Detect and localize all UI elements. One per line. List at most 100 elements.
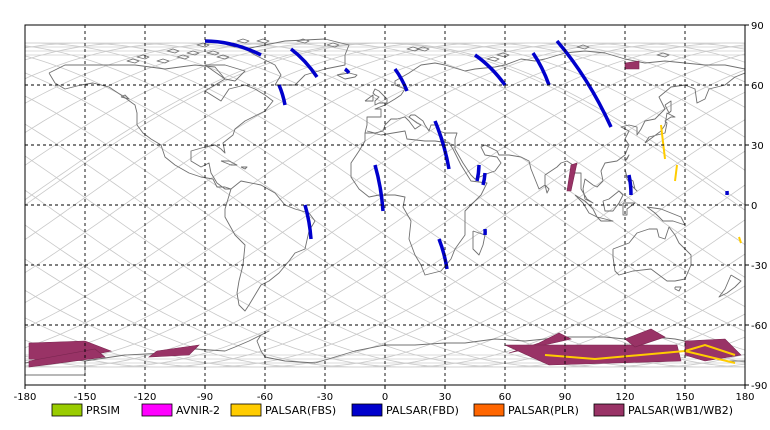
wb-swath xyxy=(624,328,666,348)
fbd-strip xyxy=(277,84,287,106)
legend-swatch xyxy=(230,403,262,417)
wb-swath xyxy=(684,338,742,362)
island xyxy=(176,54,190,60)
legend-label: PALSAR(FBD) xyxy=(386,404,459,417)
island xyxy=(416,46,430,52)
coastline xyxy=(366,72,745,204)
coastline xyxy=(372,88,388,106)
fbd-strip xyxy=(343,67,351,75)
island xyxy=(486,56,500,62)
x-tick-label: -90 xyxy=(197,392,213,403)
legend: PRSIM AVNIR-2 PALSAR(FBS) PALSAR(FBD) PALSAR… xyxy=(51,403,733,417)
legend-swatch xyxy=(51,403,83,417)
y-tick-label: -90 xyxy=(751,381,767,392)
legend-swatch xyxy=(473,403,505,417)
island xyxy=(406,46,420,52)
fbs-strip xyxy=(674,164,678,182)
coastline xyxy=(240,166,248,170)
legend-label: PALSAR(WB1/WB2) xyxy=(628,404,733,417)
island xyxy=(126,58,140,64)
orbit-track xyxy=(25,69,745,368)
fbd-strip xyxy=(627,174,633,196)
orbit-track xyxy=(25,119,745,368)
island xyxy=(166,48,180,54)
island xyxy=(496,52,510,58)
island xyxy=(296,38,310,44)
fbd-strip xyxy=(481,172,487,186)
x-tick-label: 180 xyxy=(735,392,754,403)
fbs-track xyxy=(544,349,736,364)
coastline xyxy=(204,64,246,82)
coastline xyxy=(664,100,672,114)
island xyxy=(326,42,340,48)
island xyxy=(256,38,270,44)
y-tick-label: -30 xyxy=(751,261,767,272)
x-tick-label: 0 xyxy=(382,392,388,403)
island xyxy=(186,50,200,56)
fbd-strip xyxy=(437,238,449,270)
fbd-strip xyxy=(289,47,319,78)
island xyxy=(236,38,250,44)
fbs-track xyxy=(684,343,736,356)
fbs-strip xyxy=(738,236,742,244)
legend-label: PALSAR(FBS) xyxy=(265,404,336,417)
coastline xyxy=(224,180,316,312)
x-tick-label: 30 xyxy=(439,392,452,403)
wb-swath xyxy=(566,162,578,192)
wb-swath xyxy=(28,348,106,368)
fbd-strip xyxy=(475,164,481,182)
coastline xyxy=(602,190,624,212)
x-tick-label: 60 xyxy=(499,392,512,403)
legend-label: PRSIM xyxy=(86,404,120,417)
fbd-strip xyxy=(393,67,409,92)
fbs-strip xyxy=(660,124,666,160)
coastline xyxy=(220,160,238,166)
orbit-track xyxy=(25,53,745,368)
y-tick-label: 90 xyxy=(751,21,764,32)
coastline xyxy=(612,226,692,282)
orbit-track xyxy=(25,42,745,308)
fbd-strip xyxy=(531,52,551,86)
coastline xyxy=(48,64,274,190)
orbit-track xyxy=(25,189,745,368)
legend-swatch xyxy=(141,403,173,417)
x-axis-ticks: -180 -150 -120 -90 -60 -30 0 30 60 90 120 150 180 xyxy=(14,385,755,403)
island xyxy=(196,42,210,48)
orbit-track xyxy=(25,45,745,368)
coastline xyxy=(674,286,682,292)
legend-swatch xyxy=(351,403,383,417)
orbit-track xyxy=(25,55,745,368)
fbd-strip xyxy=(555,39,613,128)
y-tick-label: -60 xyxy=(751,321,767,332)
coastline xyxy=(544,184,550,194)
coastline xyxy=(472,230,486,256)
fbd-strip xyxy=(204,39,262,57)
coastline xyxy=(120,94,130,100)
x-tick-label: 90 xyxy=(559,392,572,403)
fbd-strip xyxy=(433,120,451,170)
x-tick-label: -30 xyxy=(317,392,333,403)
coastline xyxy=(624,154,630,162)
y-tick-label: 0 xyxy=(751,201,757,212)
orbit-track xyxy=(25,184,745,368)
grid xyxy=(25,25,745,385)
fbd-strip xyxy=(303,204,313,240)
fbd-strip xyxy=(474,53,507,87)
island xyxy=(156,58,170,64)
orbit-track xyxy=(25,42,745,278)
coastline xyxy=(596,216,614,222)
wb-swath xyxy=(148,344,200,358)
wb-swath xyxy=(504,344,682,366)
x-tick-label: -60 xyxy=(257,392,273,403)
coastline xyxy=(622,202,636,216)
fbd-strip xyxy=(373,164,385,212)
island xyxy=(576,44,590,50)
coastline xyxy=(336,72,358,80)
legend-label: AVNIR-2 xyxy=(176,404,220,417)
orbit-track xyxy=(25,42,745,246)
legend-label: PALSAR(PLR) xyxy=(508,404,579,417)
x-tick-label: 120 xyxy=(615,392,634,403)
y-axis-ticks: 90 60 30 0 -30 -60 -90 xyxy=(745,21,767,392)
